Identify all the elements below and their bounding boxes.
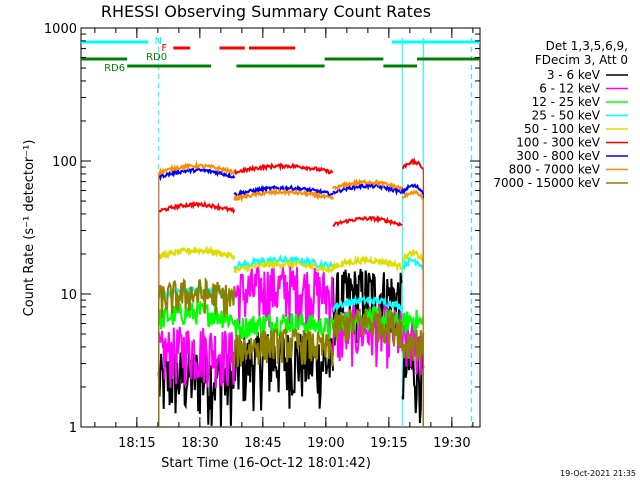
legend-entry-label: 7000 - 15000 keV xyxy=(493,176,600,190)
legend-entry-label: 25 - 50 keV xyxy=(532,109,601,123)
y-tick-label: 100 xyxy=(52,155,77,170)
x-tick-label: 18:45 xyxy=(244,436,281,451)
y-tick-label: 10 xyxy=(60,288,77,303)
series-line-segment xyxy=(332,308,404,349)
series-line-segment xyxy=(233,312,334,340)
series-line-segment xyxy=(401,329,425,361)
series-line-segment xyxy=(233,257,334,275)
series-line-segment xyxy=(158,200,236,215)
legend-header-line-1: Det 1,3,5,6,9, xyxy=(546,39,628,53)
legend-header-line-2: FDecim 3, Att 0 xyxy=(535,53,628,67)
series-line-segment xyxy=(233,184,334,198)
x-tick-label: 19:00 xyxy=(307,436,344,451)
series-8 xyxy=(157,276,425,427)
x-axis-label: Start Time (16-Oct-12 18:01:42) xyxy=(161,456,371,471)
legend-entry-label: 6 - 12 keV xyxy=(539,82,601,96)
series-line-segment xyxy=(233,325,334,368)
status-label-rd0: RD0 xyxy=(146,52,167,63)
series-line-segment xyxy=(233,187,334,203)
y-tick-label: 1000 xyxy=(44,22,77,37)
x-tick-label: 19:30 xyxy=(433,436,470,451)
legend-entry-label: 800 - 7000 keV xyxy=(509,163,601,177)
series-line-segment xyxy=(401,157,424,170)
y-axis-label: Count Rate (s⁻¹ detector⁻¹) xyxy=(22,140,37,317)
legend-entry-label: 12 - 25 keV xyxy=(532,95,601,109)
series-line-segment xyxy=(157,276,236,318)
series-line-segment xyxy=(401,248,425,265)
x-axis: 18:15 18:30 18:45 19:00 19:15 19:30 xyxy=(94,28,474,451)
series-line-segment xyxy=(401,183,425,195)
x-tick-label: 18:30 xyxy=(181,436,218,451)
series-line-segment xyxy=(332,294,404,314)
series-line-segment xyxy=(332,182,404,196)
series-line-segment xyxy=(157,326,236,389)
series-line-segment xyxy=(332,178,403,193)
chart-title: RHESSI Observing Summary Count Rates xyxy=(101,2,431,21)
x-tick-label: 19:15 xyxy=(370,436,407,451)
legend-entry-label: 300 - 800 keV xyxy=(516,149,600,163)
series-line-segment xyxy=(233,265,334,331)
series-line-segment xyxy=(157,244,236,260)
y-axis: 1 10 100 1000 xyxy=(44,22,480,436)
series-line-segment xyxy=(332,215,403,228)
legend-entry-label: 50 - 100 keV xyxy=(524,122,601,136)
series-line-segment xyxy=(233,162,334,176)
y-tick-label: 1 xyxy=(69,421,77,436)
plot-frame xyxy=(80,27,481,428)
series-line-segment xyxy=(401,257,425,272)
legend-entry-label: 100 - 300 keV xyxy=(516,136,600,150)
x-tick-label: 18:15 xyxy=(118,436,155,451)
status-label-f: F xyxy=(161,43,167,54)
status-label-rd6: RD6 xyxy=(104,63,125,74)
footer-stamp: 19-Oct-2021 21:35 xyxy=(560,469,636,478)
series-line-segment xyxy=(332,254,403,272)
legend: Det 1,3,5,6,9, FDecim 3, Att 0 3 - 6 keV… xyxy=(493,39,628,190)
status-label-n: N xyxy=(155,36,162,47)
series-line-segment xyxy=(401,189,424,200)
series-line-segment xyxy=(401,309,425,336)
series-line-segment xyxy=(157,300,235,330)
legend-entry-label: 3 - 6 keV xyxy=(547,68,601,82)
series-line-segment xyxy=(157,160,236,176)
